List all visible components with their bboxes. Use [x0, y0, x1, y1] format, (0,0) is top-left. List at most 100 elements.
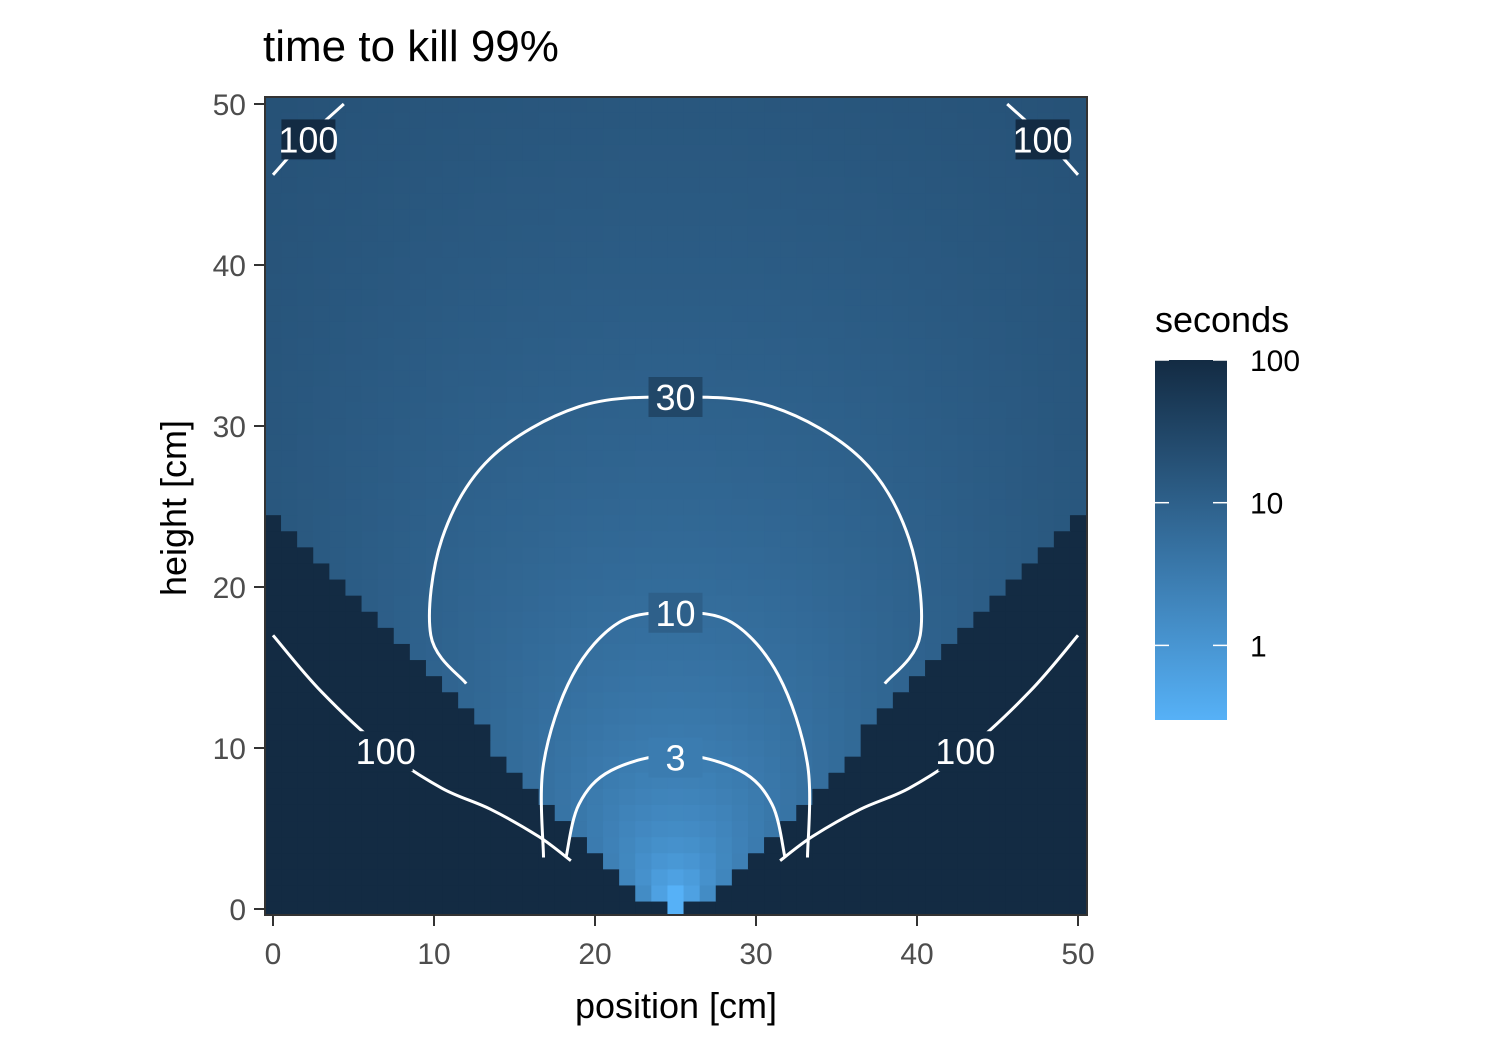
heat-cell [265, 804, 282, 822]
heat-cell [747, 546, 765, 564]
heat-cell [683, 691, 701, 709]
heat-cell [345, 385, 363, 403]
heat-cell [651, 128, 669, 145]
heat-cell [1021, 160, 1039, 178]
heat-cell [345, 450, 363, 467]
heat-cell [747, 611, 765, 628]
heat-cell [1037, 176, 1055, 194]
heat-cell [747, 256, 765, 274]
heat-cell [265, 675, 282, 693]
heat-cell [989, 337, 1007, 355]
heat-cell [731, 224, 749, 242]
heat-cell [1037, 820, 1055, 838]
heat-cell [1005, 643, 1023, 661]
heat-cell [393, 611, 411, 628]
heat-cell [989, 224, 1007, 242]
heat-cell [683, 466, 701, 483]
heat-cell [442, 804, 459, 822]
heat-cell [731, 772, 749, 789]
heat-cell [474, 611, 491, 628]
heat-cell [1069, 466, 1087, 483]
heat-cell [699, 546, 717, 564]
heat-cell [812, 289, 830, 306]
heat-cell [812, 723, 830, 741]
heat-cell [1053, 450, 1071, 467]
heat-cell [860, 176, 878, 194]
heat-cell [458, 192, 475, 210]
heat-cell [957, 192, 974, 210]
panel-border [264, 96, 1088, 916]
heat-cell [409, 900, 427, 915]
heat-cell [973, 97, 991, 113]
heat-cell [651, 417, 669, 435]
heat-cell [522, 562, 540, 580]
heat-cell [619, 305, 636, 322]
heat-cell [425, 112, 443, 129]
heat-cell [747, 482, 765, 500]
heat-cell [313, 240, 330, 258]
heat-cell [973, 836, 991, 854]
heat-cell [619, 224, 636, 242]
heat-cell [425, 305, 443, 322]
heat-cell [393, 289, 411, 306]
heat-cell [796, 466, 813, 483]
heat-cell [1021, 337, 1039, 355]
heat-cell [731, 595, 749, 612]
heat-cell [828, 514, 846, 532]
heat-cell [361, 530, 379, 548]
heat-cell [297, 289, 314, 306]
heat-cell [651, 160, 669, 178]
heat-cell [522, 530, 540, 548]
heat-cell [425, 256, 443, 274]
heat-cell [699, 707, 717, 725]
heat-cell [908, 256, 926, 274]
heat-cell [538, 305, 556, 322]
heat-cell [474, 562, 491, 580]
heat-cell [796, 659, 813, 677]
heat-cell [635, 868, 652, 886]
heat-cell [699, 337, 717, 355]
heat-cell [538, 450, 556, 467]
heat-cell [603, 128, 620, 145]
heat-cell [908, 739, 926, 757]
heat-cell [876, 224, 894, 242]
heat-cell [619, 820, 636, 838]
heat-cell [844, 788, 862, 805]
heat-cell [281, 417, 298, 435]
heat-cell [731, 723, 749, 741]
heat-cell [538, 659, 556, 677]
heat-cell [747, 900, 765, 915]
heat-cell [377, 353, 395, 371]
heat-cell [1021, 321, 1039, 339]
heat-cell [957, 401, 974, 419]
heat-cell [876, 160, 894, 178]
heat-cell [603, 192, 620, 210]
heat-cell [1005, 530, 1023, 548]
heat-cell [1069, 273, 1087, 290]
heat-cell [281, 434, 298, 451]
heat-cell [506, 627, 524, 644]
heat-cell [989, 128, 1007, 145]
heat-cell [812, 514, 830, 532]
heat-cell [393, 884, 411, 902]
heat-cell [715, 289, 733, 306]
heat-cell [667, 450, 685, 467]
heat-cell [361, 884, 379, 902]
heat-cell [731, 240, 749, 258]
heat-cell [973, 192, 991, 210]
heat-cell [313, 707, 330, 725]
heat-cell [538, 97, 556, 113]
heat-cell [699, 353, 717, 371]
heat-cell [409, 578, 427, 596]
heat-cell [458, 884, 475, 902]
heat-cell [828, 160, 846, 178]
heat-cell [603, 546, 620, 564]
heat-cell [812, 97, 830, 113]
heat-cell [570, 192, 588, 210]
heat-cell [377, 289, 395, 306]
y-tick-label: 30 [213, 411, 246, 444]
heat-cell [554, 611, 572, 628]
heat-cell [715, 160, 733, 178]
heat-cell [313, 321, 330, 339]
